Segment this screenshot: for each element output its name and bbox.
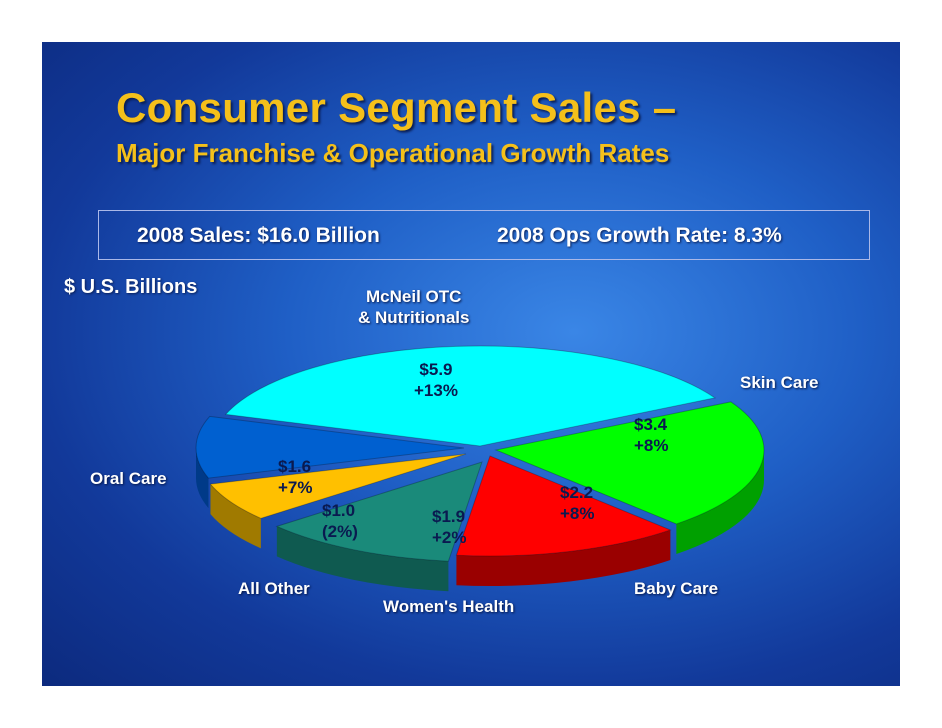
slide-subtitle: Major Franchise & Operational Growth Rat…	[116, 138, 670, 168]
label-baby-care: Baby Care	[634, 579, 719, 598]
data-label-womens-health: $1.9 +2%	[432, 507, 467, 547]
data-label-mcneil-otc: $5.9 +13%	[414, 360, 458, 400]
label-skin-care: Skin Care	[740, 373, 819, 392]
data-label-skin-care: $3.4 +8%	[634, 415, 669, 455]
data-label-oral-care: $1.6 +7%	[278, 457, 313, 497]
slide-title: Consumer Segment Sales –	[116, 84, 677, 131]
pie-slice-5	[195, 415, 465, 479]
growth-rate-text: 2008 Ops Growth Rate: 8.3%	[497, 224, 782, 247]
summary-box: 2008 Sales: $16.0 Billion 2008 Ops Growt…	[98, 210, 870, 260]
slide: Consumer Segment Sales – Major Franchise…	[42, 42, 900, 686]
total-sales-text: 2008 Sales: $16.0 Billion	[137, 224, 380, 247]
pie-side-1	[676, 450, 764, 554]
pie-slice-0	[224, 345, 717, 447]
pie-slice-4	[209, 453, 467, 519]
label-all-other: All Other	[238, 579, 310, 598]
pie-side-4	[210, 484, 261, 549]
label-womens-health: Women's Health	[383, 597, 515, 616]
pie-chart	[195, 345, 765, 592]
units-label: $ U.S. Billions	[64, 276, 198, 298]
pie-side-5	[196, 448, 209, 509]
pie-slice-3	[275, 461, 483, 562]
pie-side-2	[456, 529, 671, 586]
pie-slice-2	[455, 455, 672, 557]
pie-slice-1	[494, 401, 765, 525]
pie-side-3	[276, 526, 449, 592]
label-oral-care: Oral Care	[90, 469, 167, 488]
label-mcneil-otc: McNeil OTC & Nutritionals	[358, 287, 470, 327]
data-label-baby-care: $2.2 +8%	[560, 483, 595, 523]
data-label-all-other: $1.0 (2%)	[322, 501, 358, 541]
